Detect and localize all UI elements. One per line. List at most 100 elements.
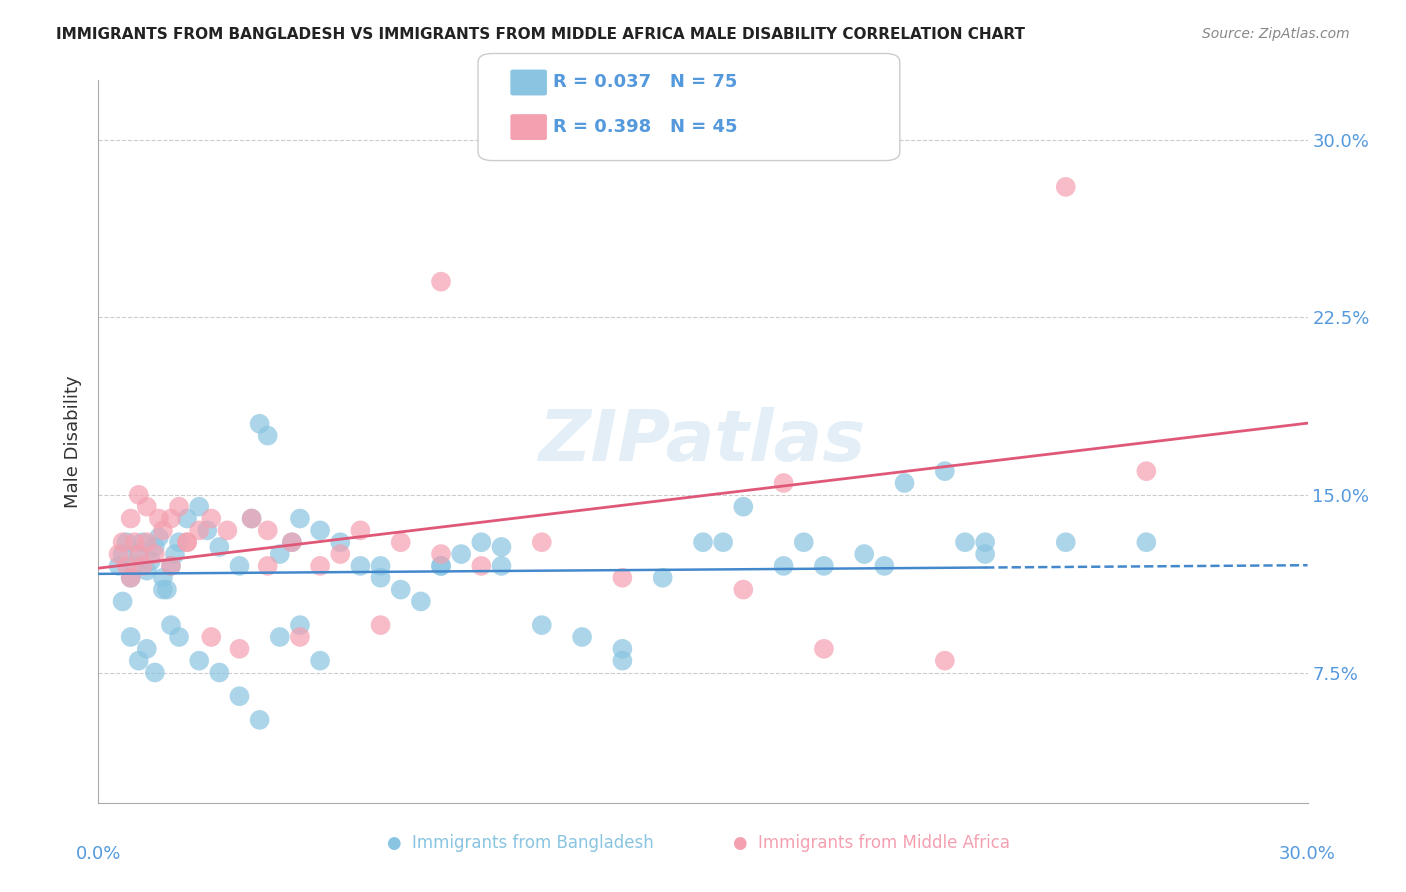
Point <box>176 535 198 549</box>
Point <box>228 641 250 656</box>
Point <box>612 641 634 656</box>
Point <box>208 665 231 680</box>
Point <box>249 713 271 727</box>
Point <box>281 535 304 549</box>
Point <box>1054 535 1077 549</box>
Point <box>107 558 129 573</box>
Point <box>188 654 211 668</box>
Point <box>256 558 278 573</box>
Point <box>240 511 263 525</box>
Point <box>612 654 634 668</box>
Point <box>893 475 915 490</box>
Point <box>176 511 198 525</box>
Point <box>813 558 835 573</box>
Point <box>692 535 714 549</box>
Point <box>167 500 190 514</box>
Point <box>793 535 815 549</box>
Point <box>132 535 155 549</box>
Point <box>853 547 876 561</box>
Text: ZIPatlas: ZIPatlas <box>540 407 866 476</box>
Point <box>152 582 174 597</box>
Point <box>1135 464 1157 478</box>
Point <box>269 630 291 644</box>
Point <box>160 558 183 573</box>
Point <box>974 535 997 549</box>
Point <box>188 500 211 514</box>
Point <box>124 535 146 549</box>
Point <box>143 540 166 554</box>
Text: R = 0.398   N = 45: R = 0.398 N = 45 <box>553 118 737 136</box>
Y-axis label: Male Disability: Male Disability <box>65 376 83 508</box>
Point <box>409 594 432 608</box>
Point <box>256 524 278 538</box>
Text: ●  Immigrants from Bangladesh: ● Immigrants from Bangladesh <box>387 834 654 852</box>
Point <box>228 558 250 573</box>
Point <box>953 535 976 549</box>
Point <box>148 511 170 525</box>
Point <box>135 500 157 514</box>
Point <box>152 571 174 585</box>
Point <box>711 535 734 549</box>
Text: 30.0%: 30.0% <box>1279 846 1336 863</box>
Point <box>813 641 835 656</box>
Point <box>269 547 291 561</box>
Point <box>156 582 179 597</box>
Point <box>370 558 392 573</box>
Point <box>115 558 138 573</box>
Text: R = 0.037   N = 75: R = 0.037 N = 75 <box>553 73 737 91</box>
Point <box>430 547 453 561</box>
Point <box>651 571 673 585</box>
Point <box>107 547 129 561</box>
Point <box>135 641 157 656</box>
Point <box>329 535 352 549</box>
Point <box>132 558 155 573</box>
Point <box>309 654 332 668</box>
Point <box>329 547 352 561</box>
Point <box>470 558 492 573</box>
Point <box>470 535 492 549</box>
Point <box>491 558 513 573</box>
Point <box>120 571 142 585</box>
Text: 0.0%: 0.0% <box>76 846 121 863</box>
Point <box>934 654 956 668</box>
Point <box>1054 180 1077 194</box>
Point <box>176 535 198 549</box>
Point <box>974 547 997 561</box>
Point <box>934 464 956 478</box>
Point <box>124 558 146 573</box>
Point <box>120 571 142 585</box>
Point <box>160 511 183 525</box>
Point <box>228 689 250 703</box>
Point <box>200 511 222 525</box>
Point <box>148 531 170 545</box>
Point <box>530 535 553 549</box>
Point <box>309 524 332 538</box>
Point <box>571 630 593 644</box>
Point <box>188 524 211 538</box>
Point <box>733 582 755 597</box>
Point <box>530 618 553 632</box>
Point <box>288 618 311 632</box>
Point <box>208 540 231 554</box>
Point <box>349 524 371 538</box>
Point <box>143 665 166 680</box>
Point <box>733 500 755 514</box>
Point <box>200 630 222 644</box>
Point <box>217 524 239 538</box>
Point <box>128 547 150 561</box>
Point <box>143 547 166 561</box>
Point <box>309 558 332 573</box>
Point <box>256 428 278 442</box>
Point <box>167 535 190 549</box>
Point <box>160 558 183 573</box>
Point <box>120 511 142 525</box>
Point <box>772 558 794 573</box>
Point <box>389 582 412 597</box>
Point <box>430 275 453 289</box>
Point <box>430 558 453 573</box>
Point <box>160 618 183 632</box>
Point <box>115 535 138 549</box>
Point <box>288 511 311 525</box>
Point <box>111 547 134 561</box>
Point <box>612 571 634 585</box>
